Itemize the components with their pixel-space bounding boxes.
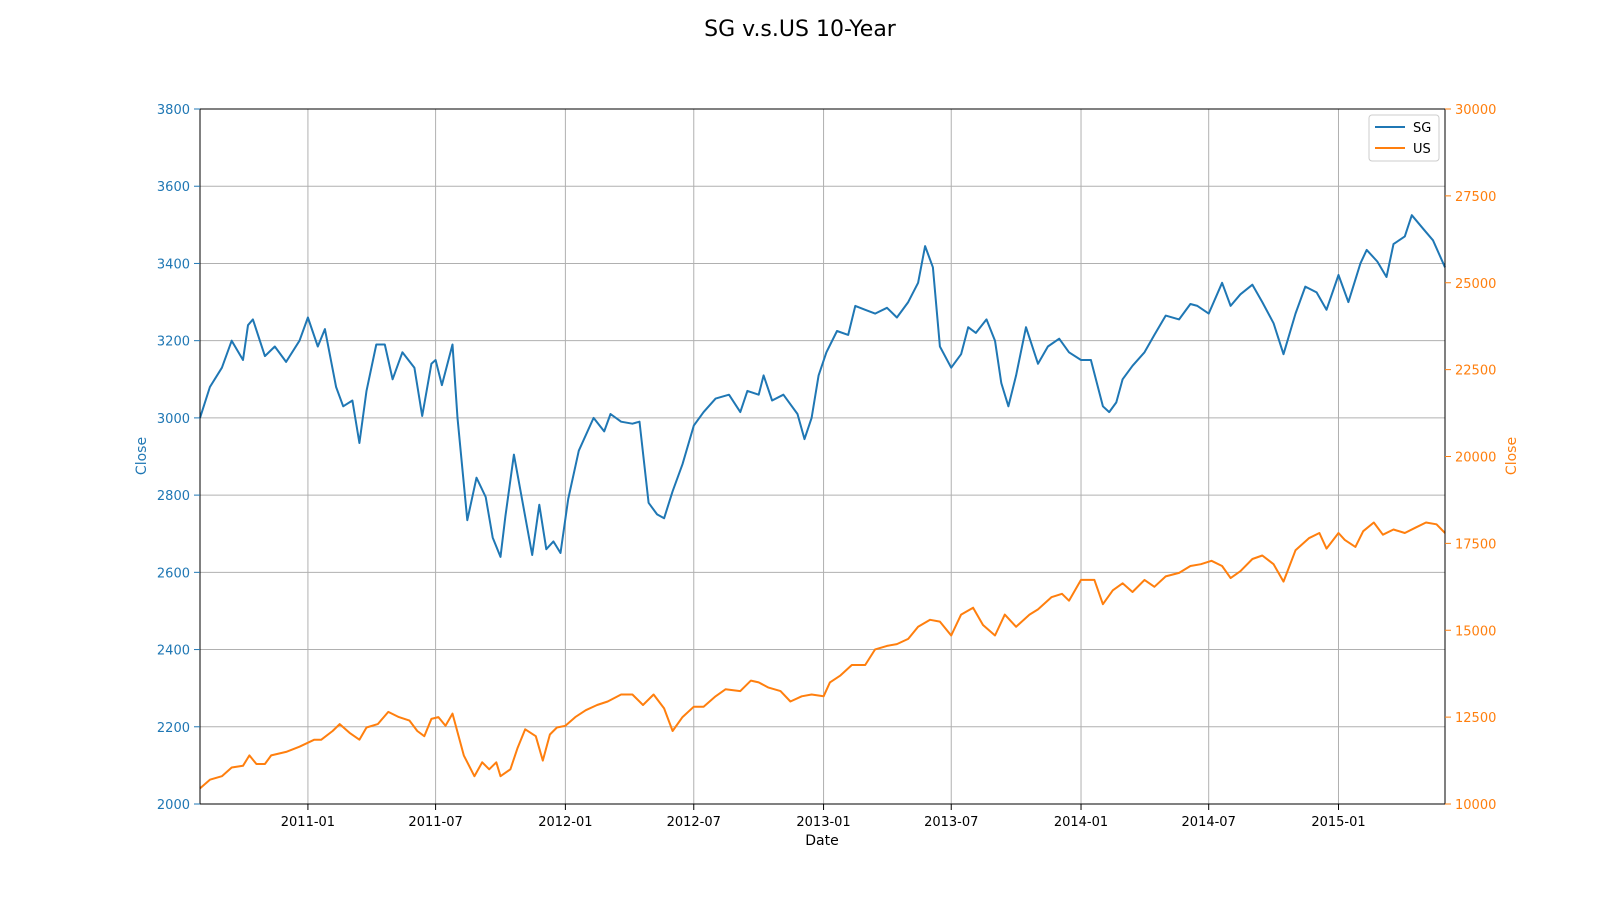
y-right-tick-label: 17500 <box>1455 537 1496 552</box>
x-axis: 2011-01 2011-07 2012-01 2012-07 2013-01 2013-… <box>281 804 1366 830</box>
y-axis-right-label: Close <box>1504 437 1520 475</box>
y-axis-right: 10000 12500 15000 17500 20000 22500 25000 27500… <box>1445 103 1496 813</box>
y-right-tick-label: 12500 <box>1455 711 1496 726</box>
x-tick-label: 2014-07 <box>1182 815 1236 830</box>
y-left-tick-label: 2600 <box>157 566 190 581</box>
y-left-tick-label: 3400 <box>157 257 190 272</box>
y-left-tick-label: 2400 <box>157 644 190 659</box>
y-right-tick-label: 25000 <box>1455 277 1496 292</box>
y-right-tick-label: 27500 <box>1455 190 1496 205</box>
series-lines <box>199 214 1446 790</box>
x-tick-label: 2015-01 <box>1311 815 1365 830</box>
x-tick-label: 2013-01 <box>796 815 850 830</box>
y-right-tick-label: 15000 <box>1455 624 1496 639</box>
y-right-tick-label: 20000 <box>1455 451 1496 466</box>
y-left-tick-label: 3800 <box>157 103 190 118</box>
y-left-tick-label: 3600 <box>157 180 190 195</box>
plot-frame <box>199 108 1446 805</box>
y-left-tick-label: 3000 <box>157 412 190 427</box>
x-tick-label: 2012-01 <box>538 815 592 830</box>
y-right-tick-label: 22500 <box>1455 364 1496 379</box>
grid-lines <box>200 109 1445 804</box>
legend-label-sg: SG <box>1413 121 1431 136</box>
x-tick-label: 2012-07 <box>667 815 721 830</box>
series-line-us <box>199 521 1446 790</box>
legend-label-us: US <box>1413 142 1431 157</box>
y-left-tick-label: 2200 <box>157 721 190 736</box>
y-left-tick-label: 2000 <box>157 798 190 813</box>
y-right-tick-label: 30000 <box>1455 103 1496 118</box>
x-tick-label: 2014-01 <box>1054 815 1108 830</box>
legend: SG US <box>1368 114 1440 162</box>
y-right-tick-label: 10000 <box>1455 798 1496 813</box>
x-tick-label: 2011-07 <box>408 815 462 830</box>
series-line-sg <box>199 214 1446 558</box>
y-left-tick-label: 3200 <box>157 335 190 350</box>
chart-title: SG v.s.US 10-Year <box>704 17 897 42</box>
y-axis-left-label: Close <box>134 437 150 475</box>
y-left-tick-label: 2800 <box>157 489 190 504</box>
x-axis-label: Date <box>805 833 838 849</box>
y-axis-left: 2000 2200 2400 2600 2800 3000 3200 3400 3600 3800 <box>157 103 200 813</box>
x-tick-label: 2013-07 <box>924 815 978 830</box>
x-tick-label: 2011-01 <box>281 815 335 830</box>
